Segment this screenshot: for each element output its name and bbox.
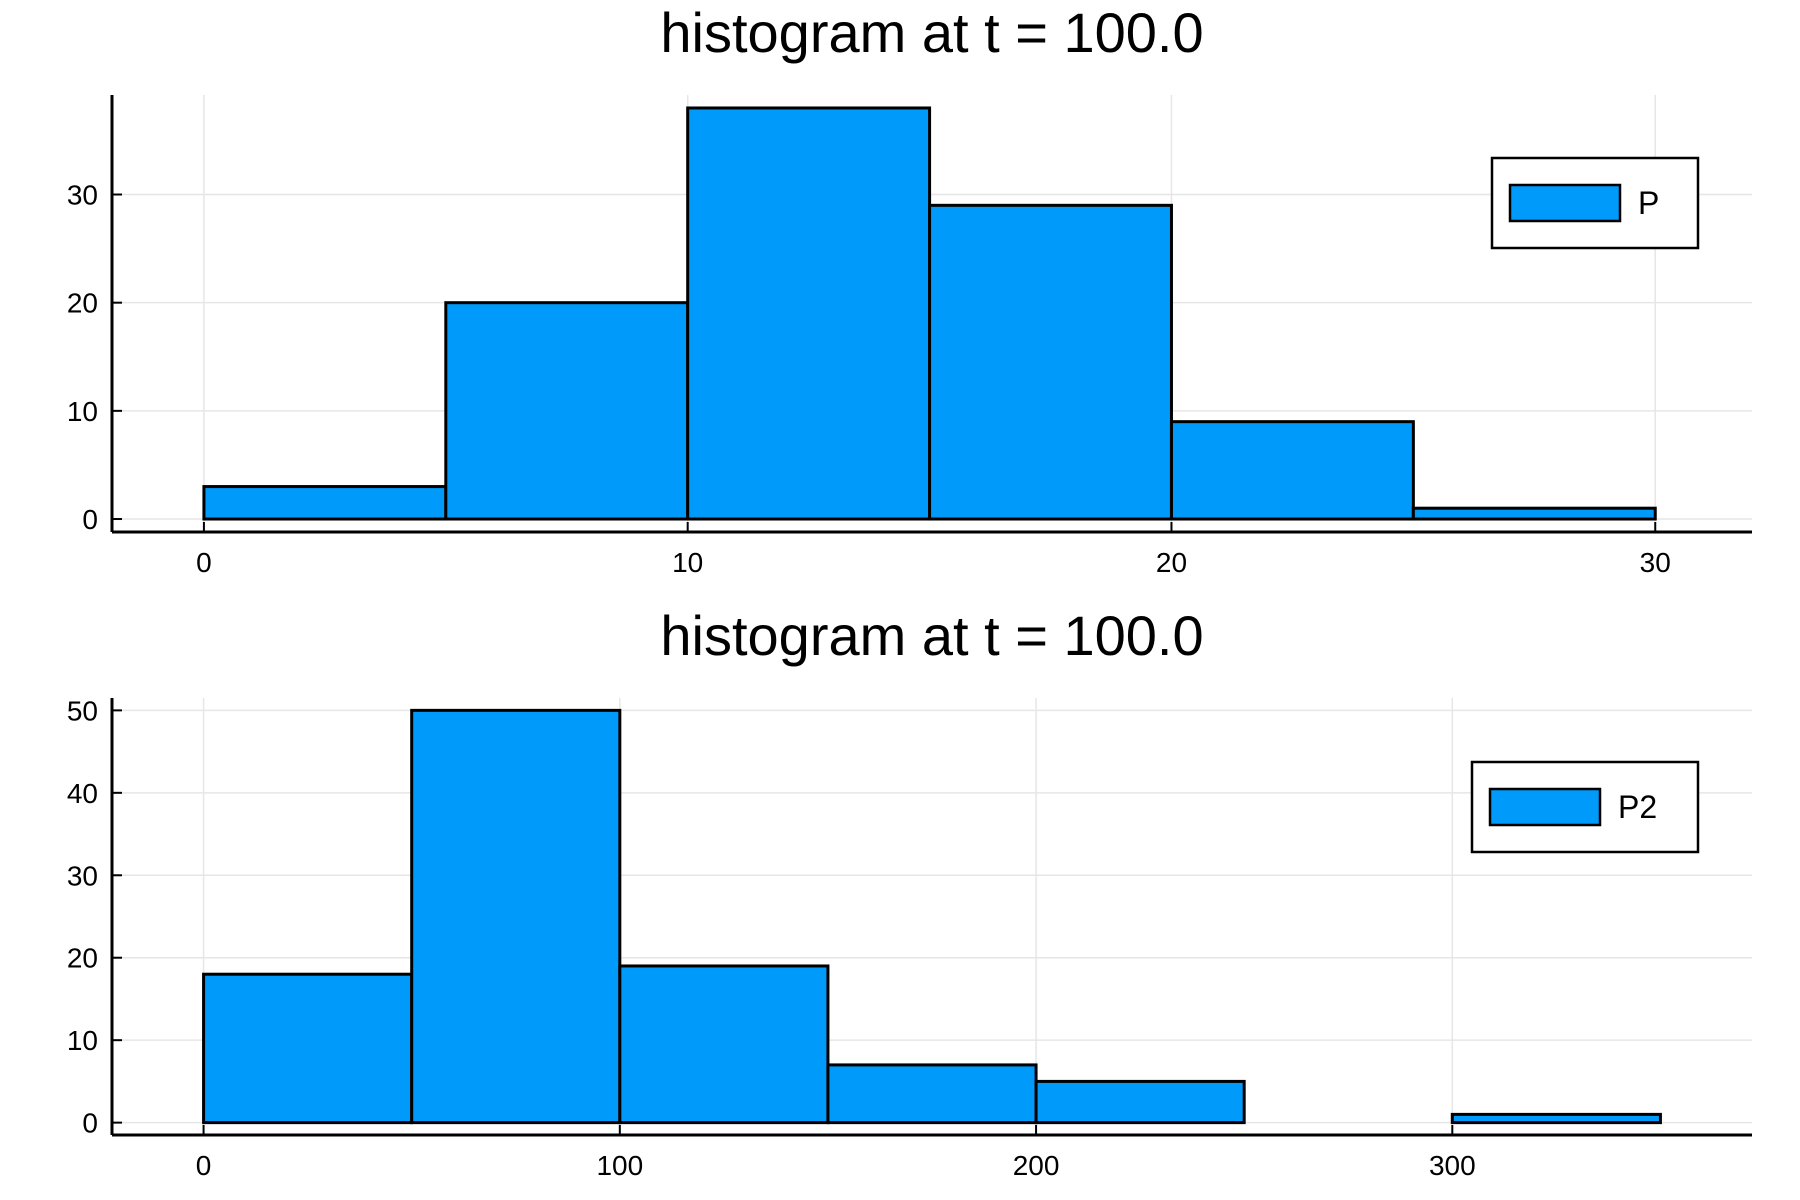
x-tick-label: 30 [1640, 547, 1671, 578]
chart-title: histogram at t = 100.0 [660, 604, 1203, 667]
histogram-bar [1036, 1081, 1244, 1122]
y-tick-label: 0 [82, 504, 98, 535]
y-tick-label: 0 [82, 1108, 98, 1139]
histogram-bar [1452, 1114, 1660, 1122]
y-tick-label: 30 [67, 180, 98, 211]
histogram-bar [412, 710, 620, 1122]
histogram-bar [1413, 508, 1655, 519]
legend: P2 [1472, 762, 1698, 852]
x-tick-label: 0 [196, 1150, 212, 1181]
y-tick-label: 30 [67, 860, 98, 891]
x-tick-label: 100 [596, 1150, 643, 1181]
histogram-bar [620, 966, 828, 1123]
bars [204, 108, 1655, 519]
chart-title: histogram at t = 100.0 [660, 1, 1203, 64]
histogram-bar [446, 303, 688, 519]
y-tick-label: 50 [67, 695, 98, 726]
legend: P [1492, 158, 1698, 248]
legend-swatch [1510, 185, 1620, 221]
y-tick-label: 10 [67, 1025, 98, 1056]
y-tick-label: 20 [67, 288, 98, 319]
bars [204, 710, 1661, 1122]
y-tick-label: 10 [67, 396, 98, 427]
x-tick-label: 300 [1429, 1150, 1476, 1181]
legend-swatch [1490, 789, 1600, 825]
histogram-bar [204, 974, 412, 1122]
histogram-bar [688, 108, 930, 519]
histogram-panel-p: histogram at t = 100.0 0 10 20 30 0 10 20 30 P [67, 1, 1752, 578]
x-tick-label: 20 [1156, 547, 1187, 578]
histogram-bar [828, 1065, 1036, 1123]
x-tick-label: 200 [1013, 1150, 1060, 1181]
legend-label: P2 [1618, 789, 1657, 825]
y-tick-label: 40 [67, 778, 98, 809]
x-tick-label: 0 [196, 547, 212, 578]
histogram-bar [204, 487, 446, 519]
legend-label: P [1638, 185, 1659, 221]
x-tick-label: 10 [672, 547, 703, 578]
histogram-bar [930, 205, 1172, 519]
histogram-bar [1171, 422, 1413, 519]
y-tick-label: 20 [67, 943, 98, 974]
histogram-panel-p2: histogram at t = 100.0 0 100 200 300 0 10 20 30… [67, 604, 1752, 1181]
